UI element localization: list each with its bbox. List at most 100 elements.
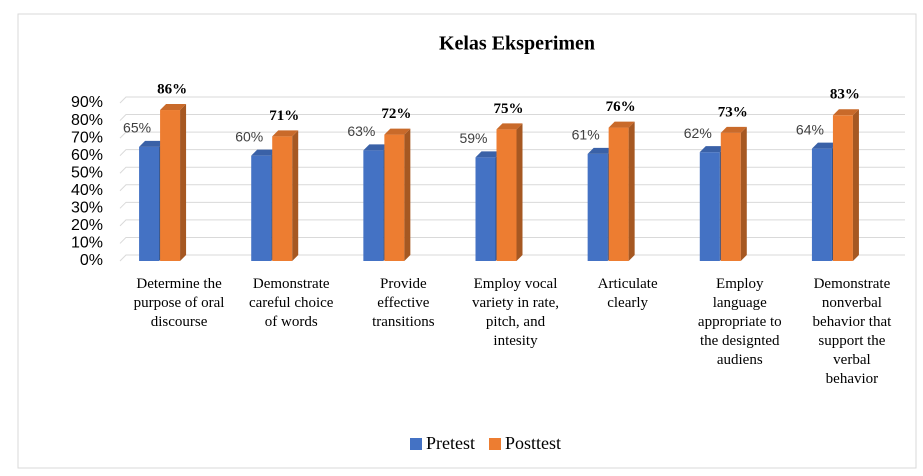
- bar: [832, 109, 859, 262]
- bar-front: [363, 150, 384, 261]
- bar: [720, 126, 747, 261]
- value-label: 72%: [381, 106, 411, 122]
- x-tick-label-line: effective: [377, 295, 430, 311]
- bar-top: [608, 121, 635, 128]
- x-tick-label-line: discourse: [151, 314, 208, 330]
- bar-front: [496, 129, 517, 261]
- x-tick-label-line: purpose of oral: [134, 295, 225, 311]
- x-tick-label-line: Employ: [716, 276, 764, 292]
- value-label: 62%: [684, 125, 712, 141]
- y-tick-label: 0%: [80, 252, 103, 269]
- y-tick-label: 20%: [71, 217, 103, 234]
- grid-line: [119, 131, 905, 139]
- x-tick-label-line: careful choice: [249, 295, 334, 311]
- value-label: 64%: [796, 121, 824, 137]
- x-tick-label-line: support the: [818, 333, 885, 349]
- y-tick-label: 30%: [71, 200, 103, 217]
- bar-front: [160, 110, 181, 262]
- y-tick-label: 10%: [71, 235, 103, 252]
- bar-top: [272, 130, 299, 137]
- grid-line: [119, 184, 905, 192]
- bar-front: [832, 115, 853, 262]
- bar-top: [384, 128, 411, 135]
- legend-swatch: [410, 438, 422, 450]
- value-label: 59%: [459, 130, 487, 146]
- bar-front: [720, 132, 741, 261]
- x-tick-label: Employ vocal variety in rate, pitch, and in…: [472, 276, 559, 349]
- bar-front: [475, 157, 496, 261]
- bar-front: [811, 148, 832, 261]
- bar-front: [139, 146, 160, 261]
- x-tick-label-line: Employ vocal: [474, 276, 558, 292]
- y-tick-label: 90%: [71, 94, 103, 111]
- y-tick-label: 80%: [71, 112, 103, 129]
- legend-label: Pretest: [426, 433, 475, 453]
- value-label: 75%: [494, 101, 524, 117]
- bar-top: [251, 149, 278, 156]
- value-label: 76%: [606, 99, 636, 115]
- value-label: 63%: [347, 123, 375, 139]
- value-label: 86%: [157, 81, 187, 97]
- bar-side: [740, 126, 747, 261]
- x-tick-label: Demonstrate careful choice of words: [249, 276, 334, 330]
- y-tick-label: 60%: [71, 147, 103, 164]
- bar-top: [496, 123, 523, 130]
- x-tick-label: Employ language appropriate to the designte…: [698, 276, 782, 368]
- legend-swatch: [489, 438, 501, 450]
- x-tick-label-line: Demonstrate: [253, 276, 330, 292]
- bar-top: [475, 151, 502, 158]
- x-tick-label-line: appropriate to: [698, 314, 782, 330]
- bar-side: [516, 123, 523, 261]
- bar-side: [628, 121, 635, 261]
- bar-front: [699, 152, 720, 261]
- value-label: 61%: [572, 127, 600, 143]
- bar-front: [608, 127, 629, 261]
- bar-front: [272, 136, 293, 261]
- bar: [160, 104, 187, 262]
- bar-front: [384, 134, 405, 261]
- y-tick-label: 50%: [71, 164, 103, 181]
- bar-top: [363, 144, 390, 151]
- bar-side: [404, 128, 411, 261]
- x-tick-label-line: audiens: [717, 352, 763, 368]
- x-tick-label-line: Provide: [380, 276, 427, 292]
- x-tick-label-line: language: [713, 295, 767, 311]
- value-label: 60%: [235, 128, 263, 144]
- x-tick-label-line: variety in rate,: [472, 295, 559, 311]
- bar-side: [852, 109, 859, 262]
- chart-title: Kelas Eksperimen: [439, 33, 595, 55]
- grid-line: [119, 254, 905, 262]
- x-tick-label-line: nonverbal: [822, 295, 882, 311]
- x-tick-label-line: intesity: [493, 333, 538, 349]
- x-tick-label-line: of words: [265, 314, 318, 330]
- x-tick-label-line: behavior that: [813, 314, 893, 330]
- bar-front: [587, 153, 608, 261]
- bar-top: [139, 140, 166, 147]
- grid-line: [119, 96, 905, 104]
- value-label: 71%: [269, 108, 299, 124]
- bar: [608, 121, 635, 261]
- bar-top: [720, 126, 747, 133]
- x-tick-label-line: behavior: [826, 371, 878, 387]
- value-label: 65%: [123, 120, 151, 136]
- bar: [384, 128, 411, 261]
- grid-line: [119, 201, 905, 209]
- bar-front: [251, 155, 272, 261]
- x-tick-label-line: Demonstrate: [814, 276, 891, 292]
- grid-line: [119, 219, 905, 227]
- x-tick-label-line: transitions: [372, 314, 435, 330]
- x-tick-label-line: Articulate: [598, 276, 658, 292]
- bar-top: [160, 104, 187, 111]
- x-tick-label-line: the designted: [700, 333, 780, 349]
- value-label: 83%: [830, 87, 860, 103]
- bar-side: [180, 104, 187, 262]
- y-tick-label: 40%: [71, 182, 103, 199]
- x-tick-label-line: clearly: [607, 295, 648, 311]
- grid-line: [119, 236, 905, 244]
- bar-top: [811, 142, 838, 149]
- bar-top: [587, 147, 614, 154]
- bar-side: [292, 130, 299, 261]
- x-tick-label: Articulate clearly: [598, 276, 658, 311]
- x-tick-label-line: verbal: [833, 352, 870, 368]
- value-label: 73%: [718, 104, 748, 120]
